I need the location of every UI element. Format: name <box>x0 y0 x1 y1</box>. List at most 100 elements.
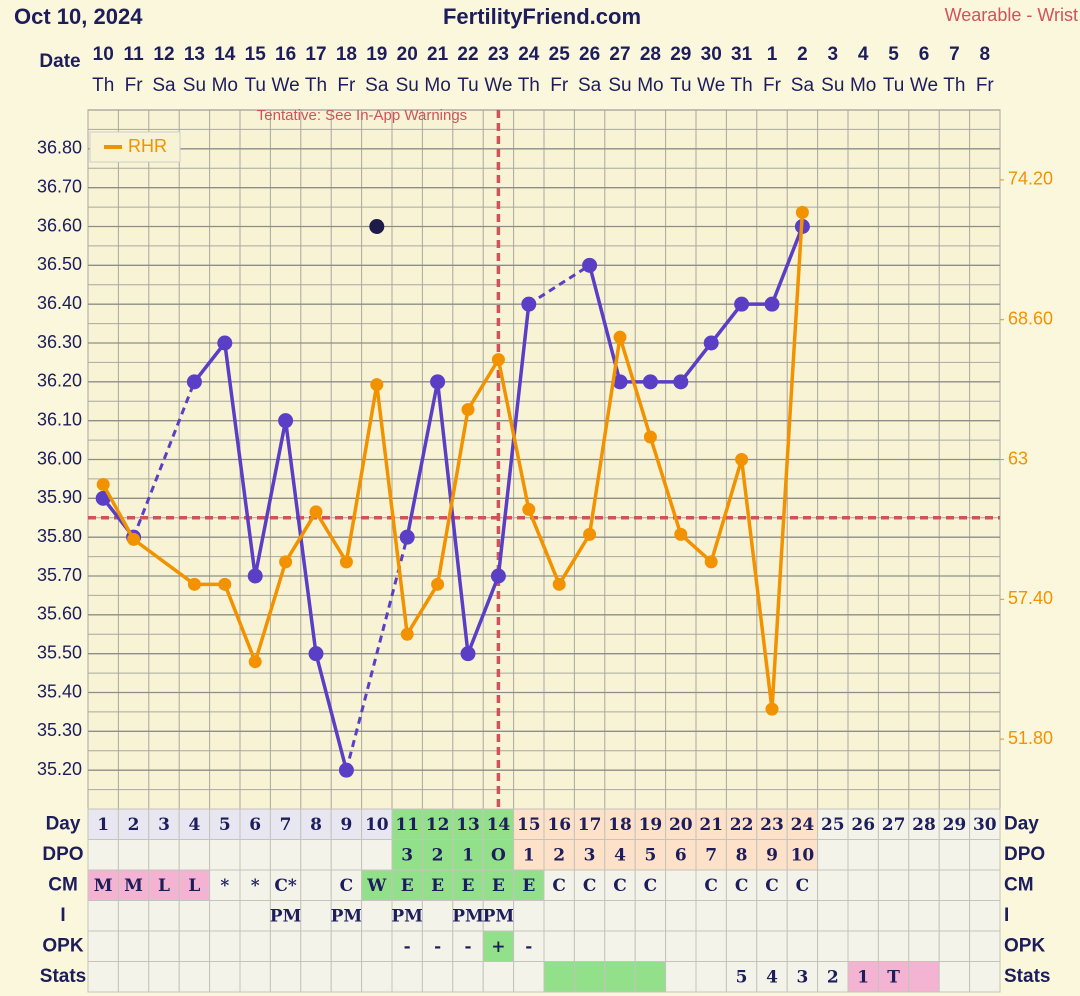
data-point <box>127 532 141 546</box>
table-cell <box>908 808 940 840</box>
table-cell <box>969 961 1001 993</box>
table-cell-text: PM <box>331 906 363 926</box>
table-cell-text: C <box>613 876 627 896</box>
date-label: 14 <box>214 44 236 65</box>
table-cell <box>695 869 727 901</box>
table-cell <box>269 808 302 840</box>
data-point <box>703 335 719 351</box>
data-point <box>186 374 202 390</box>
table-cell <box>239 900 271 932</box>
table-cell-text: 14 <box>487 815 511 835</box>
table-cell <box>178 961 211 993</box>
data-point <box>704 555 718 569</box>
table-cell <box>665 900 697 932</box>
weekday-label: Mo <box>424 75 450 96</box>
table-cell-text: C <box>340 876 354 896</box>
table-cell <box>513 900 545 932</box>
table-cell <box>573 869 606 901</box>
weekday-label: We <box>484 75 512 96</box>
table-cell <box>269 961 302 993</box>
data-point <box>278 413 294 429</box>
row-label: CM <box>48 874 78 895</box>
weekday-label: Tu <box>670 75 691 96</box>
date-label: Date <box>39 51 80 72</box>
weekday-label: Sa <box>791 75 815 96</box>
table-cell <box>87 930 119 962</box>
data-point <box>612 374 628 390</box>
data-point <box>765 702 779 716</box>
table-cell-text: 25 <box>821 815 845 835</box>
table-cell-text: - <box>434 937 441 957</box>
table-cell <box>847 869 879 901</box>
table-cell-text: W <box>366 876 387 896</box>
table-cell <box>209 869 241 901</box>
table-cell <box>148 839 180 871</box>
row-label-right: CM <box>1004 874 1034 895</box>
table-cell-text: C* <box>274 876 297 896</box>
table-cell-text: C <box>704 876 718 896</box>
weekday-label: We <box>910 75 938 96</box>
table-cell-text: 15 <box>517 815 541 835</box>
date-label: 2 <box>797 44 808 65</box>
table-cell <box>117 808 150 840</box>
table-cell-text: E <box>401 876 414 896</box>
date-label: 10 <box>93 44 114 65</box>
table-cell <box>300 869 332 901</box>
table-cell <box>361 930 393 962</box>
table-cell-text: 13 <box>456 815 480 835</box>
table-cell-text: 10 <box>365 815 389 835</box>
table-cell <box>634 900 667 932</box>
date-label: 28 <box>640 44 661 65</box>
table-cell <box>908 900 940 932</box>
date-label: 8 <box>980 44 991 65</box>
data-point <box>400 627 414 641</box>
y-tick-label: 36.70 <box>37 176 82 196</box>
table-cell <box>817 930 849 962</box>
table-cell <box>847 961 879 993</box>
table-cell <box>482 930 515 962</box>
data-point <box>218 577 232 591</box>
table-cell <box>361 869 393 901</box>
table-cell <box>421 808 454 840</box>
table-cell <box>756 930 788 962</box>
table-cell-text: 23 <box>760 815 784 835</box>
table-cell <box>239 961 271 993</box>
weekday-label: Sa <box>365 75 389 96</box>
table-cell-text: 2 <box>128 815 140 835</box>
data-point <box>522 502 536 516</box>
y-tick-label: 35.40 <box>37 681 82 701</box>
table-cell <box>695 808 727 840</box>
table-cell-text: 17 <box>578 815 602 835</box>
data-point <box>369 219 385 234</box>
y-tick-label: 35.80 <box>37 526 82 546</box>
weekday-label: Mo <box>637 75 663 96</box>
date-label: 1 <box>767 44 778 65</box>
table-cell-text: 2 <box>432 845 444 865</box>
table-cell-text: C <box>583 876 597 896</box>
table-cell <box>634 961 667 993</box>
table-cell <box>756 900 788 932</box>
y-tick-label: 36.50 <box>37 254 82 274</box>
table-cell <box>604 930 636 962</box>
table-cell-text: 6 <box>675 845 687 865</box>
date-label: 20 <box>397 44 418 65</box>
table-cell <box>330 961 363 993</box>
chart-title: FertilityFriend.com <box>443 4 641 29</box>
table-cell <box>543 930 575 962</box>
table-cell-text: 30 <box>973 815 997 835</box>
table-cell-text: 9 <box>766 845 778 865</box>
table-cell-text: 10 <box>791 845 815 865</box>
date-label: 25 <box>549 44 571 65</box>
table-cell-text: 7 <box>705 845 717 865</box>
data-point <box>583 527 597 541</box>
table-cell <box>543 961 575 993</box>
y-tick-label: 35.30 <box>37 720 82 740</box>
table-cell <box>452 808 484 840</box>
table-cell-text: C <box>552 876 566 896</box>
table-cell <box>877 930 910 962</box>
table-cell <box>665 839 697 871</box>
table-cell-text: - <box>525 937 532 957</box>
date-label: 4 <box>858 44 869 65</box>
table-cell <box>695 839 727 871</box>
